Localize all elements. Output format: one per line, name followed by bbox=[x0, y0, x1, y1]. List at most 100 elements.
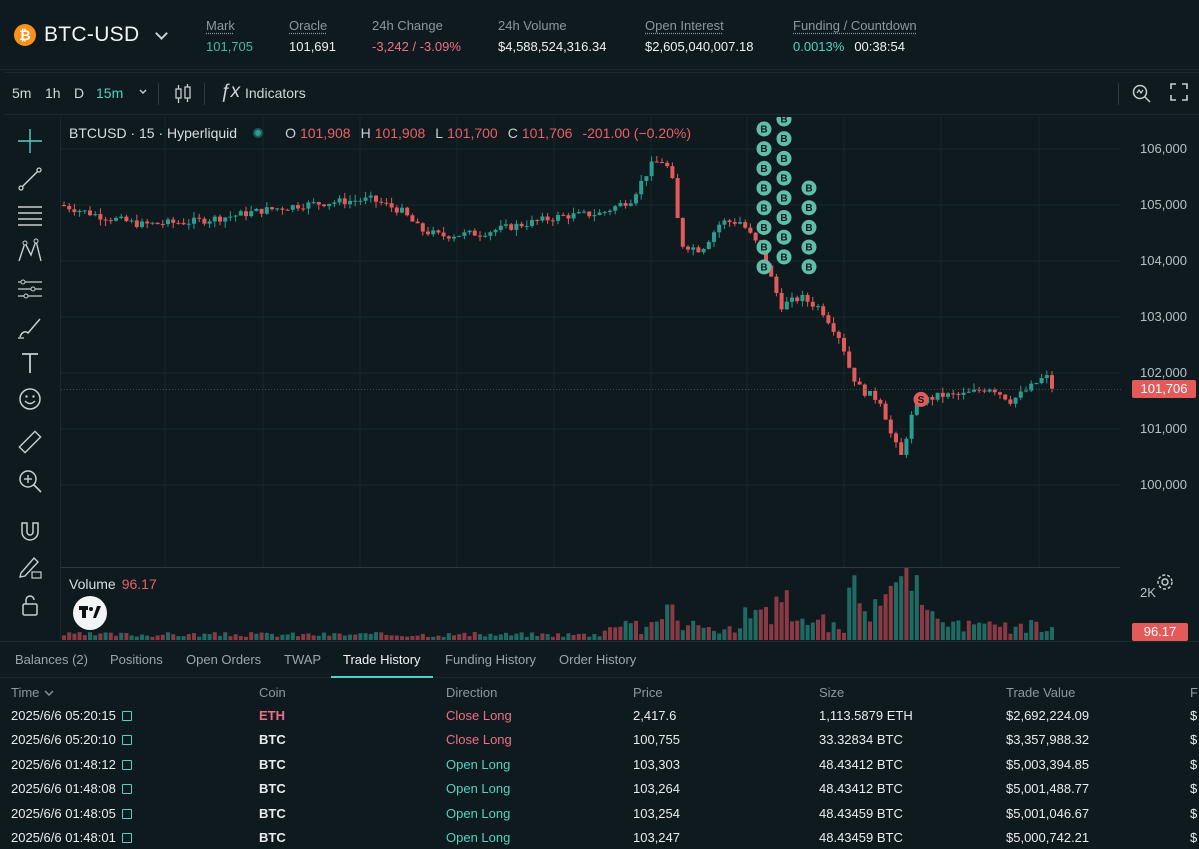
stat-mark[interactable]: Mark 101,705 bbox=[206, 18, 253, 54]
buy-marker[interactable]: B bbox=[801, 219, 817, 235]
cell-time[interactable]: 2025/6/6 05:20:10 bbox=[11, 732, 132, 747]
stat-value: 101,705 bbox=[206, 39, 253, 54]
tradingview-logo-icon[interactable] bbox=[73, 596, 107, 630]
interval-dropdown-chevron-icon[interactable] bbox=[138, 83, 148, 99]
buy-marker[interactable]: B bbox=[776, 229, 792, 245]
stat-label: Mark bbox=[206, 18, 235, 33]
buy-marker[interactable]: B bbox=[801, 259, 817, 275]
external-link-icon[interactable] bbox=[121, 711, 132, 721]
buy-marker[interactable]: B bbox=[801, 180, 817, 196]
buy-marker[interactable]: B bbox=[801, 200, 817, 216]
text-icon[interactable] bbox=[16, 349, 44, 377]
cell-time-text: 2025/6/6 01:48:01 bbox=[11, 830, 116, 845]
buy-marker[interactable]: B bbox=[756, 200, 772, 216]
tab-order-history[interactable]: Order History bbox=[559, 652, 637, 667]
cell-direction: Close Long bbox=[446, 732, 512, 747]
buy-marker[interactable]: B bbox=[776, 150, 792, 166]
cell-time[interactable]: 2025/6/6 05:20:15 bbox=[11, 708, 132, 723]
market-header: ₿ BTC-USD Mark 101,705 Oracle 101,691 24h Ch… bbox=[0, 0, 1199, 70]
indicators-button[interactable]: Indicators bbox=[245, 85, 306, 101]
buy-marker[interactable]: B bbox=[756, 141, 772, 157]
external-link-icon[interactable] bbox=[121, 735, 132, 746]
cell-price: 2,417.6 bbox=[633, 708, 676, 723]
cell-time-text: 2025/6/6 05:20:15 bbox=[11, 708, 116, 723]
column-header-label: Size bbox=[819, 685, 845, 700]
cell-time-text: 2025/6/6 01:48:05 bbox=[11, 805, 116, 821]
cell-coin-text: BTC bbox=[259, 805, 286, 821]
buy-marker[interactable]: B bbox=[756, 180, 772, 196]
cell-time[interactable]: 2025/6/6 01:48:12 bbox=[11, 757, 132, 772]
cell-value: $5,003,394.85 bbox=[1006, 757, 1089, 772]
buy-marker[interactable]: B bbox=[776, 117, 792, 127]
buy-marker[interactable]: B bbox=[756, 220, 772, 235]
trendline-icon[interactable] bbox=[16, 165, 44, 193]
buy-marker[interactable]: B bbox=[756, 259, 772, 275]
lock-drawing-icon[interactable] bbox=[16, 553, 44, 581]
cell-coin: BTC bbox=[259, 830, 286, 845]
fullscreen-icon[interactable] bbox=[1169, 82, 1189, 105]
buy-marker[interactable]: B bbox=[776, 210, 792, 225]
stat-value: $4,588,524,316.34 bbox=[498, 39, 606, 54]
external-link-icon[interactable] bbox=[121, 759, 132, 770]
indicators-fx-icon[interactable]: ƒx bbox=[220, 81, 241, 102]
buy-marker-label: B bbox=[760, 243, 767, 254]
tab-positions[interactable]: Positions bbox=[110, 652, 163, 667]
volume-axis: 2K 96.17 bbox=[1120, 567, 1199, 641]
buy-marker-label: B bbox=[760, 203, 767, 214]
buy-marker[interactable]: B bbox=[756, 239, 772, 255]
candle-type-icon[interactable] bbox=[174, 83, 192, 108]
buy-marker[interactable]: B bbox=[756, 160, 772, 176]
screenshot-icon[interactable] bbox=[1131, 82, 1153, 107]
buy-marker[interactable]: B bbox=[776, 190, 792, 206]
prediction-icon[interactable] bbox=[16, 275, 44, 303]
cell-coin-text: ETH bbox=[259, 708, 285, 723]
interval-1h[interactable]: 1h bbox=[45, 85, 61, 101]
buy-marker[interactable]: B bbox=[801, 239, 817, 255]
tab-balances-2[interactable]: Balances (2) bbox=[15, 652, 88, 667]
lock-icon[interactable] bbox=[16, 591, 44, 619]
buy-marker[interactable]: B bbox=[776, 170, 792, 186]
buy-marker[interactable]: B bbox=[756, 121, 772, 137]
zoom-in-icon[interactable] bbox=[16, 467, 44, 495]
crosshair-icon[interactable] bbox=[16, 127, 44, 155]
buy-marker[interactable]: B bbox=[776, 249, 792, 265]
cell-time[interactable]: 2025/6/6 01:48:01 bbox=[11, 830, 132, 845]
magnet-icon[interactable] bbox=[16, 517, 44, 545]
ruler-icon[interactable] bbox=[16, 429, 44, 457]
stat-oracle[interactable]: Oracle 101,691 bbox=[289, 18, 336, 54]
tab-twap[interactable]: TWAP bbox=[284, 652, 322, 667]
interval-d[interactable]: D bbox=[74, 85, 85, 101]
stat-open-interest[interactable]: Open Interest $2,605,040,007.18 bbox=[645, 18, 753, 54]
tab-open-orders[interactable]: Open Orders bbox=[186, 652, 262, 667]
tab-trade-history[interactable]: Trade History bbox=[343, 652, 421, 667]
external-link-icon[interactable] bbox=[121, 833, 132, 843]
price-axis[interactable]: 106,000 105,000 104,000 103,000 102,000 101,0… bbox=[1120, 117, 1199, 567]
tab-funding-history[interactable]: Funding History bbox=[445, 652, 537, 667]
sell-marker[interactable]: S bbox=[913, 391, 929, 407]
cell-time[interactable]: 2025/6/6 01:48:05 bbox=[11, 806, 132, 821]
volume-pane[interactable]: Volume 96.17 bbox=[60, 567, 1120, 640]
cell-time[interactable]: 2025/6/6 01:48:08 bbox=[11, 781, 132, 796]
external-link-icon[interactable] bbox=[121, 784, 132, 795]
settings-icon[interactable] bbox=[1156, 573, 1174, 596]
fib-icon[interactable] bbox=[16, 201, 44, 229]
emoji-icon[interactable] bbox=[16, 385, 44, 413]
brush-icon[interactable] bbox=[16, 313, 44, 341]
price-axis-label: 103,000 bbox=[1140, 309, 1187, 324]
interval-selected[interactable]: 15m bbox=[96, 85, 124, 101]
cell-size: 48.43459 BTC bbox=[819, 806, 903, 821]
cell-price: 103,247 bbox=[633, 830, 680, 845]
market-status-icon bbox=[253, 128, 264, 138]
cell-value: $2,692,224.09 bbox=[1006, 708, 1089, 723]
cell-size-text: 1,113.5879 ETH bbox=[819, 708, 913, 723]
stat-funding-countdown[interactable]: Funding / Countdown 0.0013% 00:38:54 bbox=[793, 18, 917, 54]
pattern-icon[interactable] bbox=[16, 237, 44, 265]
external-link-icon[interactable] bbox=[121, 808, 132, 819]
cell-price: 103,254 bbox=[633, 806, 680, 821]
coin-selector[interactable]: ₿ BTC-USD bbox=[14, 23, 169, 47]
column-header-time[interactable]: Time bbox=[11, 685, 54, 700]
buy-marker[interactable]: B bbox=[776, 131, 792, 147]
sort-chevron-down-icon[interactable] bbox=[39, 685, 54, 700]
interval-5m[interactable]: 5m bbox=[12, 85, 32, 101]
